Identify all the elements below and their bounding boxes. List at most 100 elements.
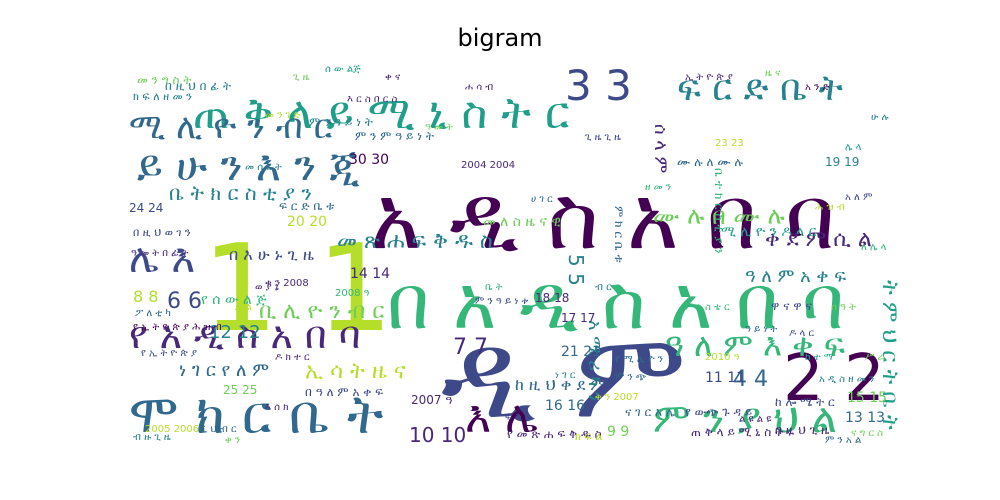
word-cloud-word: ሞ ክ ር ቤ ት bbox=[129, 383, 383, 446]
word-cloud-word: በ ዚ ህ ጊ ዜ bbox=[775, 423, 830, 437]
word-cloud-word: 13 13 bbox=[845, 410, 885, 426]
word-cloud-word: ም ን ዓ ይ ነ ት bbox=[309, 115, 373, 129]
word-cloud-word: በ ዚ ህ ወ ገ ን bbox=[133, 226, 191, 239]
word-cloud-word: 2007 ዓ bbox=[411, 393, 452, 407]
word-cloud-word: ዓ ይ ነ ት bbox=[745, 324, 778, 335]
word-cloud-word: ሰ ው ልጅ bbox=[325, 64, 361, 75]
word-cloud-word: ቃ ል bbox=[235, 302, 252, 313]
word-cloud-word: ሌ እ bbox=[129, 236, 195, 282]
word-cloud-word: ም ን ጭ bbox=[615, 372, 646, 383]
word-cloud-word: 17 17 bbox=[561, 311, 595, 325]
word-cloud-word: ነ ገ ር bbox=[555, 370, 576, 381]
word-cloud-word: ብ ዙ ጊ ዜ bbox=[133, 432, 171, 443]
word-cloud-word: የ ኢ ት ዮ ጵ ያ ሕ ዝ ብ bbox=[133, 322, 222, 333]
word-cloud-word: ሀ ገ ር bbox=[531, 194, 553, 205]
word-cloud-word: ት ም ህ ር ት ቤ ት bbox=[877, 280, 900, 430]
word-cloud-word: መ ለ ስ ዜ ና ዊ bbox=[483, 214, 561, 230]
word-cloud-word: ሺ ህ ብ ር bbox=[199, 424, 237, 435]
word-cloud-word: ከ ሎ ሜ ት ር bbox=[775, 395, 835, 409]
word-cloud-word: ዓ መ ት በ ፊ ት bbox=[131, 248, 189, 259]
word-cloud-word: 4 4 bbox=[733, 367, 768, 392]
word-cloud-word: ቀ ን 2008 bbox=[265, 278, 309, 289]
word-cloud-word: ሙ ሉ በ ሙ ሉ bbox=[653, 202, 785, 230]
word-cloud-word: 23 23 bbox=[715, 138, 744, 149]
word-cloud-word: ዘ መ ን bbox=[645, 182, 671, 193]
word-cloud-word: ነ ገ ር የ ለ ም bbox=[179, 360, 269, 381]
word-cloud-word: ቤ ት bbox=[485, 282, 503, 293]
word-cloud-word: ሕ ዝ ብ bbox=[815, 202, 845, 213]
word-cloud-word: ብ ር bbox=[595, 282, 612, 293]
word-cloud-word: 21 21 bbox=[561, 344, 601, 360]
word-cloud-word: ፖ ለ ቲ ካ bbox=[135, 308, 171, 319]
word-cloud-word: ም ኒ ስ ቴ ር bbox=[685, 302, 730, 313]
word-cloud-word: ሚ ሊ ዮ ን ብ ር bbox=[129, 107, 333, 147]
word-cloud-word: ሌ ላ bbox=[845, 142, 862, 153]
word-cloud-word: ፍ ር ድ ቤ ት bbox=[677, 68, 843, 109]
word-cloud-word: 10 10 bbox=[409, 423, 466, 447]
word-cloud-word: አ ሜ ሪ ካ ን bbox=[584, 320, 605, 401]
word-cloud-word: ሐ ሳ ብ bbox=[465, 82, 493, 93]
word-cloud-word: የ ሰ ው ል ጅ bbox=[201, 292, 267, 308]
word-cloud-word: ኢ ት ዮ ጵ ያ bbox=[685, 72, 733, 83]
word-cloud-word: የ አ ዲ ስ አ በ ባ bbox=[129, 313, 361, 357]
word-cloud-word: ም ን ያ ህ ል bbox=[653, 396, 837, 442]
word-cloud-word: ከ ተ ማ bbox=[805, 352, 834, 363]
word-cloud-word: ጊ ዜ ጊ ዜ bbox=[585, 132, 621, 143]
word-cloud-word: 19 19 bbox=[825, 155, 859, 169]
word-cloud-word: 2004 2004 bbox=[461, 160, 515, 171]
word-cloud-word: በ አ ዲ ስ አ በ ባ bbox=[387, 260, 844, 346]
word-cloud-word: ና ግ ር ስ bbox=[851, 428, 883, 439]
word-cloud-word: ፍ ር ድ ቤ ቱ bbox=[279, 199, 334, 213]
word-cloud-word: መ ጽ ሐ ፍ ቅ ዱ ስ bbox=[337, 229, 493, 254]
word-cloud-word: አ ዲ ስ ዘ መ ን bbox=[819, 374, 874, 385]
figure-title: bigram bbox=[457, 24, 543, 52]
word-cloud-word: 14 14 bbox=[350, 266, 390, 282]
word-cloud-word: አ ለ ም bbox=[845, 192, 872, 203]
word-cloud-word: ሥ ራ bbox=[865, 352, 886, 363]
word-cloud-word: ጠ ቅ ላ ይ ሚ ኒ ስ ት ሩ bbox=[691, 425, 794, 439]
word-cloud-word: የ መ ጽ ሐ ፍ ቅ ዱ ስ bbox=[507, 427, 602, 441]
word-cloud-word: 1 1 bbox=[202, 220, 393, 359]
word-cloud-word: 15 15 bbox=[847, 390, 887, 406]
word-cloud-word: ዜ ና bbox=[765, 68, 781, 79]
word-cloud-word: ም ን ዓ ይ ነ ቱ bbox=[475, 296, 528, 307]
word-cloud-word: የ ሚ ሊ ዮ ን bbox=[615, 354, 663, 365]
word-cloud-word: ክ ፍ ል bbox=[575, 430, 602, 443]
word-cloud-word: መ ን ግ ስ ት bbox=[137, 73, 192, 87]
word-cloud-word: ዓ መ ት bbox=[425, 122, 453, 133]
word-cloud-word: ሙ ሉ ለ ሙ ሉ bbox=[677, 155, 743, 169]
word-cloud-word: ዋ ና ዋ ና bbox=[771, 299, 812, 313]
word-cloud-word: ዓ ለ ም አ ቀ ፍ bbox=[745, 266, 846, 287]
word-cloud-word: 20 20 bbox=[287, 214, 327, 230]
word-cloud-word: 25 25 bbox=[223, 383, 257, 397]
word-cloud-word: ም ን ም ዓ ይ ነ ት bbox=[355, 129, 434, 143]
word-cloud: ዲ ም አ ዲ ስ አ በ ባበ አ ዲ ስ አ በ ባ1 1 ጠ ቅ ላ ይ ሚ … bbox=[129, 61, 900, 447]
word-cloud-word: ቀ ን 2007 bbox=[595, 392, 639, 403]
word-cloud-word: ሰ ላ ም bbox=[650, 124, 671, 173]
word-cloud-word: 5 5 bbox=[564, 254, 588, 286]
word-cloud-word: 8 8 bbox=[133, 287, 158, 306]
word-cloud-word: ከ ዚ ህ ቀ ደ ም bbox=[515, 375, 605, 394]
word-cloud-word: 12 12 bbox=[209, 322, 261, 343]
word-cloud-word: 16 16 bbox=[545, 398, 585, 414]
word-cloud-word: 11 11 bbox=[705, 370, 745, 386]
word-cloud-word: ም ክ ር ቤ ቱ bbox=[612, 206, 626, 263]
word-cloud-word: ዲ ም bbox=[441, 307, 686, 446]
word-cloud-word: ይ ሁ ን እ ን ጂ bbox=[137, 141, 361, 190]
word-cloud-word: 2008 ዓ bbox=[335, 288, 370, 299]
word-cloud-word: አ ን ድ bbox=[805, 82, 829, 93]
word-cloud-word: 24 24 bbox=[129, 201, 163, 215]
word-cloud-word: መ ን ገ ድ bbox=[265, 110, 300, 121]
word-cloud-word: 18 18 bbox=[535, 291, 569, 305]
word-cloud-word: ም ን አ ል bbox=[825, 435, 861, 446]
word-cloud-word: 6 6 bbox=[167, 289, 202, 314]
word-cloud-word: ዶ ክ ተ ር bbox=[275, 352, 310, 363]
word-cloud-word: በ ዚ ህ በ ፊ ት bbox=[165, 79, 231, 93]
word-cloud-word: ሰ ዓ ት bbox=[831, 302, 856, 313]
word-cloud-word: እ ሌ bbox=[465, 392, 538, 443]
word-cloud-word: ቢ ሊ ዮ ን ብ ር bbox=[259, 299, 384, 324]
word-cloud-word: 30 30 bbox=[349, 152, 389, 168]
word-cloud-word: ና ገ ር እ ሌ bbox=[625, 405, 675, 419]
word-cloud-word: ኢ ሳ ት ዜ ና bbox=[305, 359, 406, 384]
